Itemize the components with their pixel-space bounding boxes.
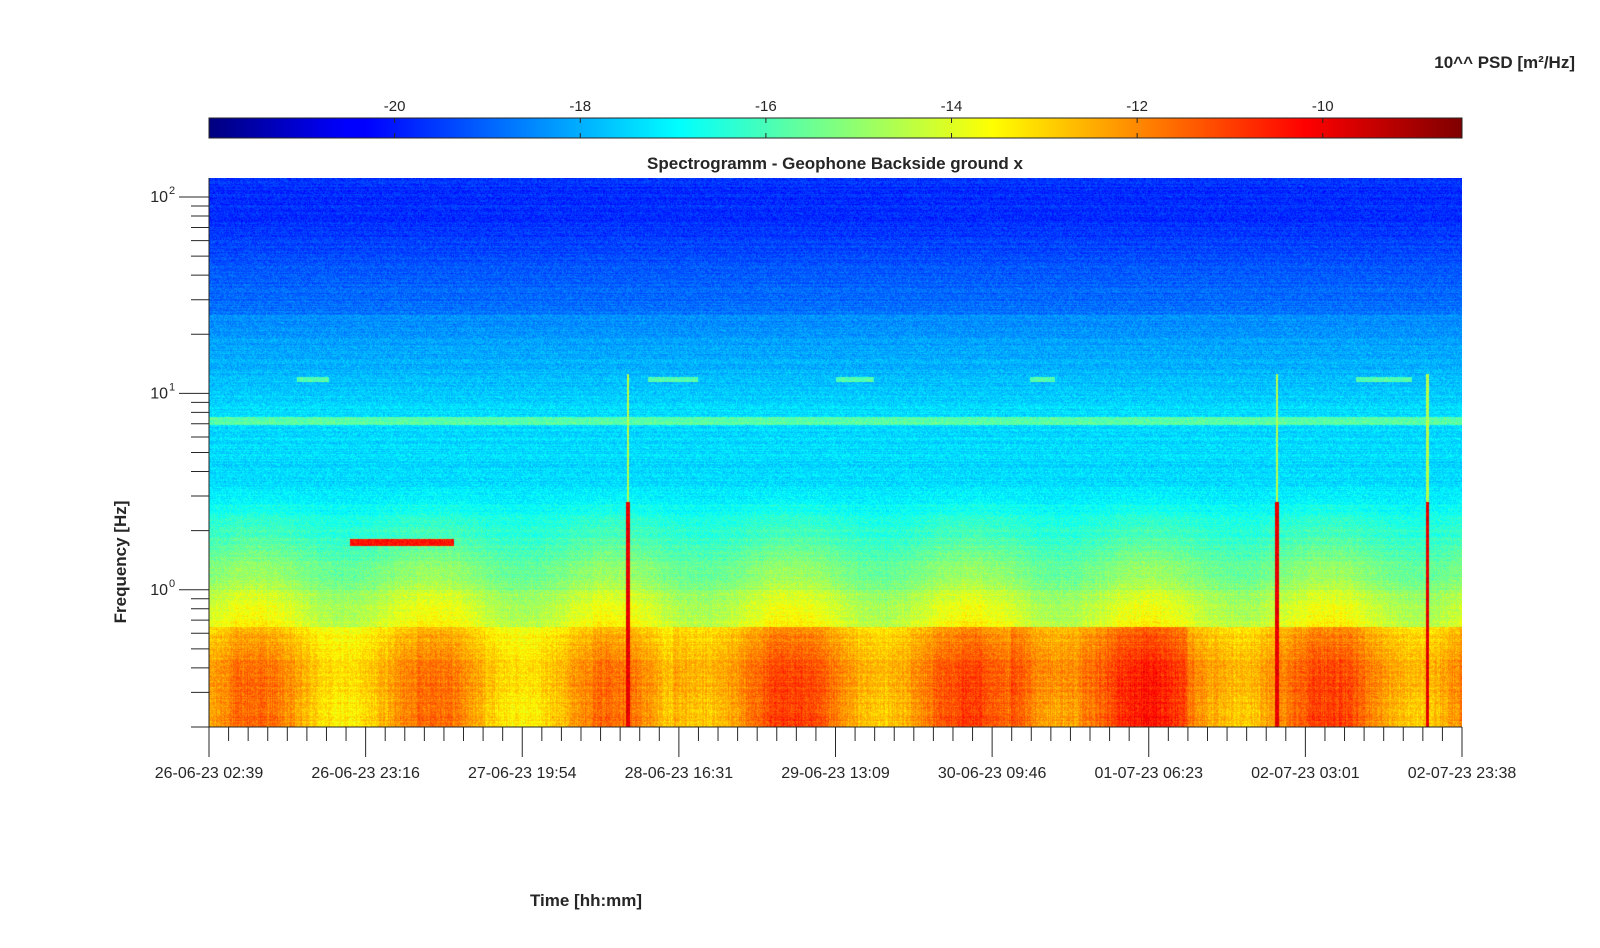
x-tick-label: 02-07-23 23:38 <box>1408 765 1517 782</box>
x-tick-label: 26-06-23 02:39 <box>155 765 264 782</box>
colorbar-tick-label: -16 <box>755 98 777 115</box>
y-tick-exponent: 0 <box>169 578 175 590</box>
y-tick-label: 10 <box>150 189 168 206</box>
x-tick-label: 28-06-23 16:31 <box>625 765 734 782</box>
chart-title: Spectrogramm - Geophone Backside ground … <box>647 154 1024 173</box>
colorbar-tick-label: -14 <box>941 98 963 115</box>
x-tick-label: 02-07-23 03:01 <box>1251 765 1360 782</box>
x-tick-label: 27-06-23 19:54 <box>468 765 577 782</box>
colorbar-tick-label: -20 <box>384 98 406 115</box>
x-axis-label: Time [hh:mm] <box>530 891 642 910</box>
y-tick-label: 10 <box>150 582 168 599</box>
y-axis-label: Frequency [Hz] <box>111 501 130 624</box>
colorbar: -20 -18 -16 -14 -12 -10 <box>208 98 1463 139</box>
x-tick-label: 29-06-23 13:09 <box>781 765 890 782</box>
colorbar-tick-label: -10 <box>1312 98 1334 115</box>
y-tick-exponent: 1 <box>169 381 175 393</box>
spectrogram-image <box>209 178 1462 727</box>
colorbar-gradient <box>208 117 1463 139</box>
y-tick-exponent: 2 <box>169 185 175 197</box>
x-tick-label: 01-07-23 06:23 <box>1094 765 1203 782</box>
colorbar-ticks: -20 -18 -16 -14 -12 -10 <box>384 98 1334 138</box>
x-tick-label: 26-06-23 23:16 <box>311 765 420 782</box>
colorbar-tick-label: -18 <box>569 98 591 115</box>
colorbar-tick-label: -12 <box>1126 98 1148 115</box>
colorbar-label: 10^^ PSD [m²/Hz] <box>1434 53 1575 72</box>
y-tick-label: 10 <box>150 385 168 402</box>
x-axis: 26-06-23 02:39 26-06-23 23:16 27-06-23 19:… <box>155 726 1517 782</box>
x-tick-label: 30-06-23 09:46 <box>938 765 1047 782</box>
